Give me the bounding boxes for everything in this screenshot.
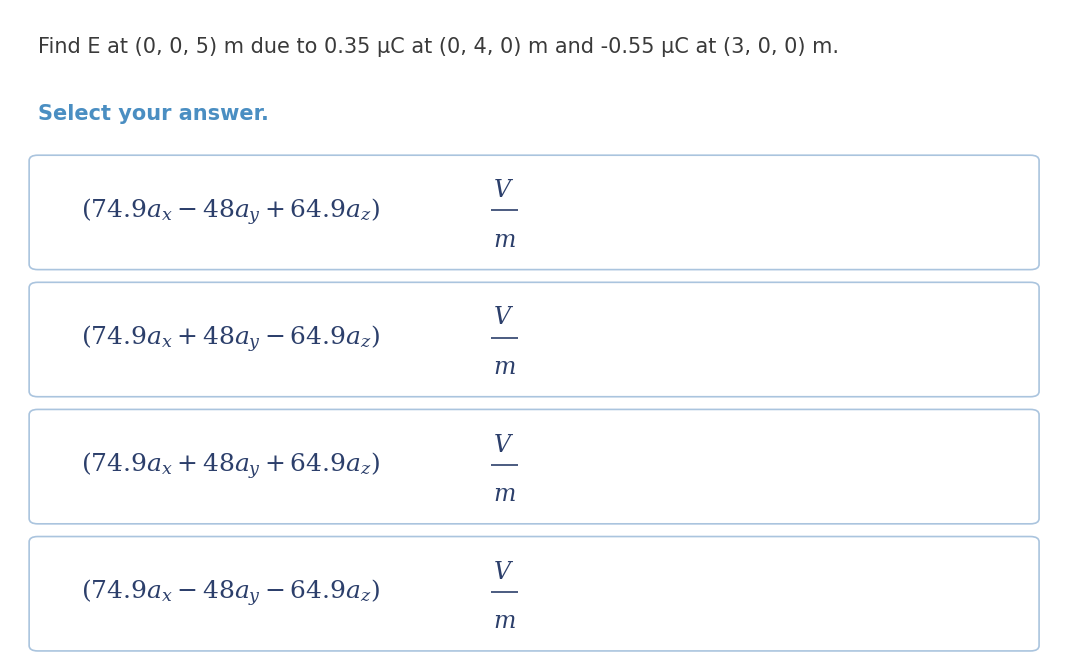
Text: $(74.9a_x + 48a_y + 64.9a_z)$: $(74.9a_x + 48a_y + 64.9a_z)$ bbox=[81, 451, 380, 482]
Text: $m$: $m$ bbox=[492, 482, 516, 506]
Text: $m$: $m$ bbox=[492, 355, 516, 379]
Text: $m$: $m$ bbox=[492, 609, 516, 633]
Text: $(74.9a_x - 48a_y - 64.9a_z)$: $(74.9a_x - 48a_y - 64.9a_z)$ bbox=[81, 578, 380, 609]
FancyBboxPatch shape bbox=[29, 155, 1039, 270]
Text: Find E at (0, 0, 5) m due to 0.35 μC at (0, 4, 0) m and -0.55 μC at (3, 0, 0) m.: Find E at (0, 0, 5) m due to 0.35 μC at … bbox=[38, 37, 838, 57]
Text: $(74.9a_x - 48a_y + 64.9a_z)$: $(74.9a_x - 48a_y + 64.9a_z)$ bbox=[81, 197, 380, 228]
FancyBboxPatch shape bbox=[29, 537, 1039, 651]
Text: $V$: $V$ bbox=[493, 433, 515, 456]
Text: $V$: $V$ bbox=[493, 179, 515, 202]
Text: $(74.9a_x + 48a_y - 64.9a_z)$: $(74.9a_x + 48a_y - 64.9a_z)$ bbox=[81, 324, 380, 355]
FancyBboxPatch shape bbox=[29, 409, 1039, 524]
Text: $V$: $V$ bbox=[493, 306, 515, 329]
Text: Select your answer.: Select your answer. bbox=[38, 104, 269, 124]
FancyBboxPatch shape bbox=[29, 282, 1039, 397]
Text: $m$: $m$ bbox=[492, 228, 516, 252]
Text: $V$: $V$ bbox=[493, 560, 515, 583]
